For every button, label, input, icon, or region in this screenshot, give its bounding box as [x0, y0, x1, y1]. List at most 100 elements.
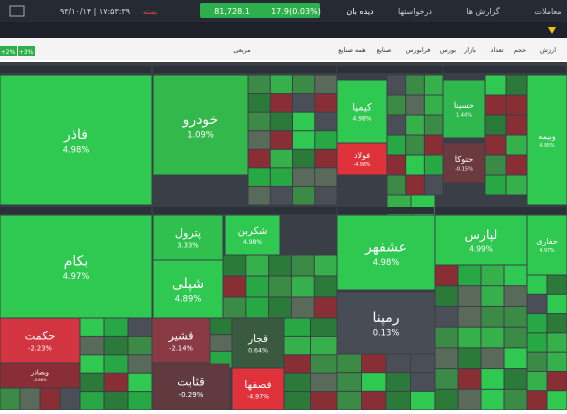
stock-tile[interactable]	[411, 354, 435, 373]
stock-tile[interactable]	[248, 94, 270, 112]
stock-tile[interactable]	[293, 186, 315, 205]
stock-tile[interactable]	[387, 135, 406, 155]
stock-tile[interactable]	[387, 75, 406, 95]
stock-tile[interactable]	[270, 75, 292, 94]
stock-tile[interactable]	[291, 297, 314, 318]
stock-tile[interactable]	[481, 286, 504, 306]
stock-tile[interactable]	[337, 215, 435, 290]
stock-tile[interactable]	[293, 75, 315, 94]
badge[interactable]: +2%	[1, 49, 16, 56]
stock-tile[interactable]	[293, 131, 315, 149]
stock-tile[interactable]	[246, 276, 269, 297]
stock-tile[interactable]	[406, 135, 424, 155]
toolbar-option[interactable]: مربعی	[233, 46, 250, 54]
menu-item[interactable]: درخواستها	[398, 7, 432, 16]
stock-tile[interactable]	[270, 186, 292, 205]
stock-tile[interactable]	[386, 373, 411, 391]
stock-tile[interactable]	[458, 348, 481, 369]
stock-tile[interactable]	[315, 186, 337, 205]
stock-tile[interactable]	[210, 318, 232, 335]
stock-tile[interactable]	[337, 292, 435, 354]
stock-tile[interactable]	[293, 94, 315, 112]
stock-tile[interactable]	[435, 286, 458, 306]
stock-tile[interactable]	[337, 373, 362, 391]
stock-tile[interactable]	[411, 373, 435, 391]
stock-tile[interactable]	[443, 80, 485, 138]
stock-tile[interactable]	[458, 265, 481, 286]
stock-tile[interactable]	[485, 115, 506, 135]
stock-tile[interactable]	[506, 155, 527, 175]
stock-tile[interactable]	[293, 168, 315, 186]
stock-tile[interactable]	[284, 318, 311, 336]
stock-tile[interactable]	[458, 306, 481, 327]
stock-tile[interactable]	[225, 215, 280, 255]
stock-tile[interactable]	[246, 255, 269, 276]
stock-tile[interactable]	[406, 75, 424, 95]
stock-tile[interactable]	[527, 215, 567, 275]
stock-tile[interactable]	[547, 371, 567, 391]
stock-tile[interactable]	[481, 265, 504, 286]
stock-tile[interactable]	[504, 286, 527, 306]
stock-tile[interactable]	[270, 112, 292, 131]
stock-tile[interactable]	[80, 355, 104, 373]
stock-tile[interactable]	[80, 336, 104, 355]
stock-tile[interactable]	[246, 297, 269, 318]
stock-tile[interactable]	[315, 168, 337, 186]
stock-tile[interactable]	[104, 355, 128, 373]
stock-tile[interactable]	[362, 391, 386, 410]
stock-tile[interactable]	[269, 255, 291, 276]
stock-tile[interactable]	[435, 389, 458, 410]
stock-tile[interactable]	[232, 368, 284, 410]
stock-tile[interactable]	[293, 112, 315, 131]
toolbar-option[interactable]: بورس	[440, 46, 456, 54]
stock-tile[interactable]	[406, 175, 424, 195]
stock-tile[interactable]	[527, 391, 547, 410]
stock-tile[interactable]	[504, 369, 527, 389]
stock-tile[interactable]	[481, 327, 504, 348]
stock-tile[interactable]	[362, 354, 386, 373]
stock-tile[interactable]	[128, 336, 152, 355]
stock-tile[interactable]	[504, 327, 527, 348]
stock-tile[interactable]	[435, 348, 458, 369]
stock-tile[interactable]	[485, 155, 506, 175]
stock-tile[interactable]	[406, 155, 424, 175]
stock-tile[interactable]	[153, 260, 223, 318]
stock-tile[interactable]	[248, 186, 270, 205]
stock-tile[interactable]	[481, 389, 504, 410]
stock-tile[interactable]	[60, 388, 80, 410]
stock-tile[interactable]	[406, 115, 424, 135]
stock-tile[interactable]	[435, 369, 458, 389]
stock-tile[interactable]	[458, 286, 481, 306]
stock-tile[interactable]	[0, 318, 80, 363]
stock-tile[interactable]	[527, 333, 547, 352]
stock-tile[interactable]	[424, 175, 443, 195]
stock-tile[interactable]	[128, 373, 152, 392]
stock-tile[interactable]	[337, 143, 387, 175]
stock-tile[interactable]	[248, 131, 270, 149]
stock-tile[interactable]	[284, 392, 311, 410]
stock-tile[interactable]	[311, 355, 337, 373]
stock-tile[interactable]	[435, 265, 458, 286]
stock-tile[interactable]	[481, 369, 504, 389]
stock-tile[interactable]	[424, 155, 443, 175]
stock-tile[interactable]	[104, 392, 128, 410]
stock-tile[interactable]	[481, 306, 504, 327]
menu-item[interactable]: دیده بان	[346, 7, 374, 16]
stock-tile[interactable]	[458, 389, 481, 410]
stock-tile[interactable]	[527, 294, 547, 314]
stock-tile[interactable]	[80, 373, 104, 392]
stock-tile[interactable]	[128, 392, 152, 410]
stock-tile[interactable]	[248, 75, 270, 94]
stock-tile[interactable]	[387, 115, 406, 135]
stock-tile[interactable]	[547, 391, 567, 410]
stock-tile[interactable]	[291, 255, 314, 276]
toolbar-option[interactable]: حجم	[514, 46, 527, 54]
stock-tile[interactable]	[311, 336, 337, 355]
toolbar-option[interactable]: فرابورس	[406, 46, 431, 54]
stock-tile[interactable]	[104, 373, 128, 392]
stock-tile[interactable]	[269, 297, 291, 318]
stock-tile[interactable]	[270, 94, 292, 112]
stock-tile[interactable]	[293, 149, 315, 168]
stock-tile[interactable]	[0, 388, 20, 410]
stock-tile[interactable]	[506, 75, 527, 95]
